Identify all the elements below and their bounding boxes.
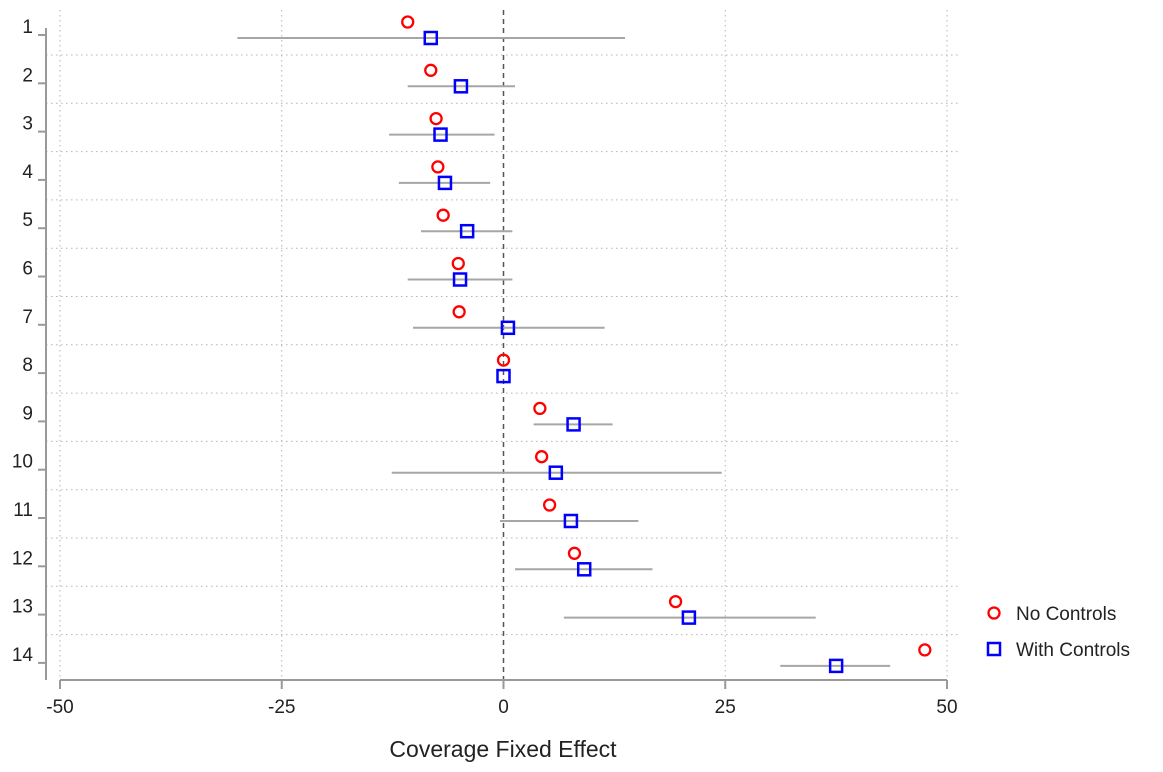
y-tick-label: 14 (12, 645, 34, 666)
x-axis-title: Coverage Fixed Effect (389, 736, 617, 762)
no-controls-marker (567, 546, 582, 560)
grid-layer (46, 10, 959, 680)
with-controls-marker (452, 272, 468, 287)
no-controls-marker (452, 305, 466, 319)
y-tick-label: 7 (22, 307, 33, 328)
with-controls-marker (433, 127, 448, 142)
y-tick-label: 4 (22, 162, 33, 183)
y-tick-label: 12 (12, 548, 33, 569)
with-controls-marker (423, 30, 439, 46)
legend-label: No Controls (1016, 604, 1116, 625)
no-controls-marker (431, 160, 445, 174)
x-tick-label: 0 (498, 697, 509, 718)
with-controls-marker (576, 562, 592, 577)
y-tick-label: 5 (22, 210, 33, 231)
no-controls-marker (451, 256, 465, 271)
x-tick-label: -25 (268, 697, 295, 718)
with-controls-marker (563, 513, 579, 529)
with-controls-marker (453, 79, 469, 94)
no-controls-marker (668, 594, 683, 609)
with-controls-marker (500, 320, 516, 336)
y-tick-label: 11 (13, 500, 33, 521)
no-controls-marker (436, 208, 450, 222)
legend-square-icon (986, 641, 1002, 657)
x-tick-label: 25 (715, 697, 736, 718)
no-controls-marker (918, 643, 932, 657)
with-controls-marker (437, 175, 453, 191)
with-controls-marker (548, 465, 564, 480)
with-controls-marker (566, 417, 581, 432)
y-tick-label: 10 (12, 452, 33, 473)
marker-layer (401, 15, 932, 674)
no-controls-marker (534, 450, 549, 464)
with-controls-marker (459, 223, 475, 239)
with-controls-marker (828, 658, 844, 674)
no-controls-marker (429, 111, 443, 126)
legend-circle-icon (987, 606, 1001, 620)
x-tick-label: 50 (936, 697, 957, 718)
no-controls-marker (542, 498, 557, 512)
y-tick-label: 8 (22, 355, 33, 376)
legend-label: With Controls (1016, 640, 1130, 661)
y-tick-label: 13 (12, 597, 33, 618)
y-tick-label: 6 (22, 259, 33, 280)
confidence-interval-layer (237, 37, 891, 667)
y-tick-label: 2 (22, 65, 33, 86)
with-controls-marker (496, 368, 511, 384)
no-controls-marker (401, 15, 415, 29)
x-tick-label: -50 (46, 697, 73, 718)
legend: No Controls With Controls (986, 604, 1130, 661)
y-tick-label: 9 (22, 403, 33, 424)
no-controls-marker (496, 353, 511, 367)
no-controls-marker (424, 63, 438, 77)
no-controls-marker (533, 401, 547, 416)
y-tick-label: 3 (22, 114, 33, 135)
with-controls-marker (681, 610, 697, 625)
y-tick-label: 1 (22, 17, 33, 38)
